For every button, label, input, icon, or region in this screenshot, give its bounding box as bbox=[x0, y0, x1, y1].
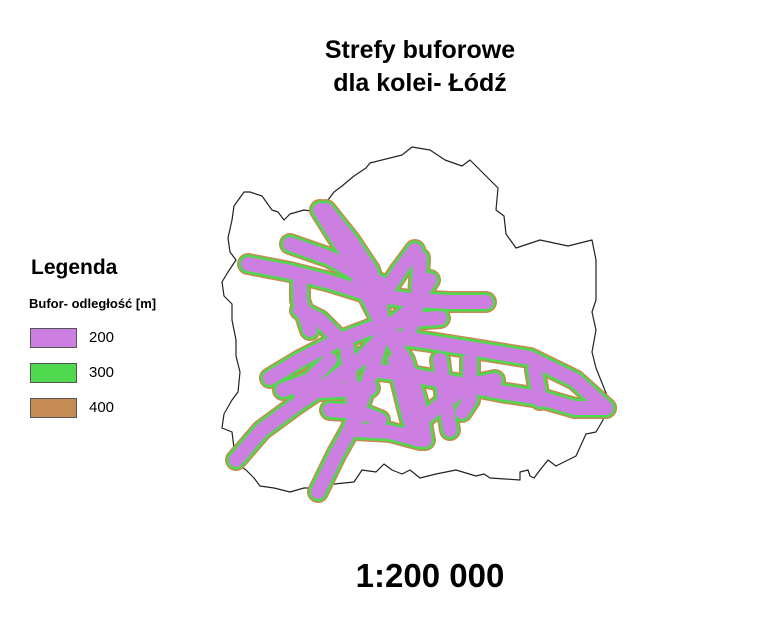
legend-swatch bbox=[30, 397, 77, 418]
legend-swatch bbox=[30, 327, 77, 348]
buffer-200 bbox=[433, 353, 457, 437]
buffer-200 bbox=[403, 373, 502, 437]
buffer-200 bbox=[388, 353, 417, 427]
buffer-200 bbox=[348, 423, 427, 447]
legend-item-400: 400 bbox=[28, 390, 156, 425]
legend-item-300: 300 bbox=[28, 355, 156, 390]
buffer-200 bbox=[276, 353, 337, 397]
map-title: Strefy buforowe dla kolei- Łódź bbox=[250, 34, 590, 100]
legend: Legenda Bufor- odległość [m] 200 300 400 bbox=[28, 256, 156, 425]
railway-buffers bbox=[225, 199, 617, 503]
buffer-200 bbox=[283, 237, 392, 292]
legend-label: 400 bbox=[89, 399, 115, 416]
buffer-200 bbox=[403, 251, 427, 337]
buffer-200 bbox=[263, 318, 387, 385]
map-scale: 1:200 000 bbox=[355, 557, 505, 594]
buffer-200 bbox=[293, 268, 317, 337]
buffer-200 bbox=[339, 331, 363, 427]
legend-label: 300 bbox=[89, 364, 115, 381]
map-title-line2: dla kolei- Łódź bbox=[333, 69, 507, 97]
legend-swatch bbox=[30, 362, 77, 383]
legend-title: Legenda bbox=[31, 256, 118, 279]
legend-item-200: 200 bbox=[28, 320, 156, 355]
legend-label: 200 bbox=[89, 329, 115, 346]
legend-subtitle: Bufor- odległość [m] bbox=[29, 296, 157, 311]
buffer-200 bbox=[373, 243, 422, 307]
buffer-200 bbox=[455, 353, 477, 419]
map-title-line1: Strefy buforowe bbox=[324, 36, 516, 64]
buffer-200 bbox=[293, 381, 377, 399]
buffer-200 bbox=[373, 328, 613, 415]
buffer-200 bbox=[528, 363, 547, 407]
buffer-200 bbox=[365, 363, 613, 415]
